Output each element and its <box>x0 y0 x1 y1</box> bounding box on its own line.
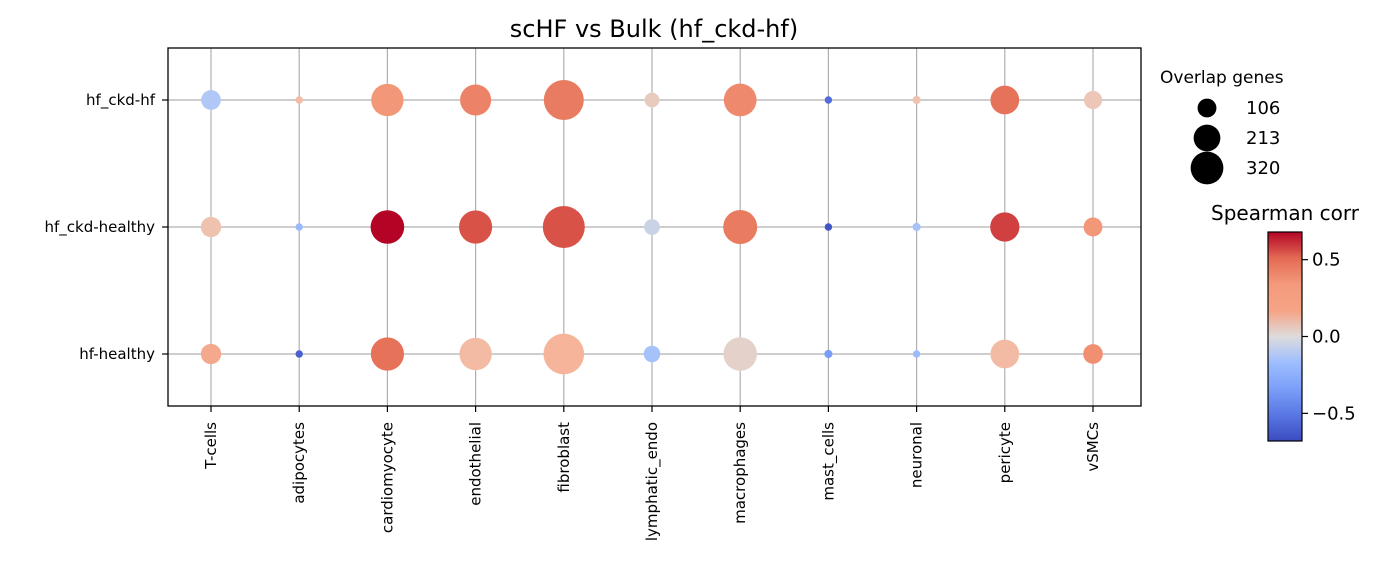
data-point <box>824 349 833 359</box>
data-point <box>200 343 222 365</box>
data-point <box>459 210 493 244</box>
data-point <box>824 223 833 231</box>
x-tick-label: adipocytes <box>290 422 308 504</box>
colorbar-gradient <box>1267 231 1303 442</box>
x-tick-label: lymphatic_endo <box>643 422 662 541</box>
data-point <box>543 333 585 375</box>
y-tick-label: hf_ckd-healthy <box>44 218 155 237</box>
x-tick-label: mast_cells <box>819 422 838 501</box>
data-point <box>370 337 404 371</box>
data-point <box>723 83 757 117</box>
x-tick-label: neuronal <box>908 422 926 488</box>
size-legend-label: 320 <box>1246 158 1280 179</box>
data-point <box>200 216 222 238</box>
data-point <box>723 209 758 245</box>
data-point <box>824 96 833 104</box>
colorbar: Spearman corr 0.5 0.0 −0.5 <box>1211 201 1360 442</box>
data-point <box>990 85 1020 115</box>
data-point <box>542 206 585 248</box>
chart-title: scHF vs Bulk (hf_ckd-hf) <box>510 15 798 43</box>
data-points <box>200 80 1103 375</box>
colorbar-tick-label: 0.5 <box>1312 250 1341 271</box>
data-point <box>912 350 921 358</box>
colorbar-tick-label: 0.0 <box>1312 327 1341 348</box>
data-point <box>644 92 660 108</box>
data-point <box>459 337 492 371</box>
size-legend-marker <box>1197 98 1217 118</box>
data-point <box>201 90 221 110</box>
y-axis: hf_ckd-hf hf_ckd-healthy hf-healthy <box>44 91 168 363</box>
x-tick-label: pericyte <box>996 422 1014 483</box>
x-tick-label: macrophages <box>731 422 749 524</box>
data-point <box>723 337 758 371</box>
data-point <box>990 339 1020 369</box>
colorbar-tick-label: −0.5 <box>1312 403 1356 424</box>
data-point <box>912 95 921 105</box>
size-legend-label: 106 <box>1246 98 1280 119</box>
data-point <box>990 212 1020 242</box>
size-legend-marker <box>1193 124 1221 152</box>
x-axis: T-cells adipocytes cardiomyocyte endothelia… <box>202 406 1102 541</box>
y-tick-label: hf-healthy <box>79 345 155 363</box>
size-legend: Overlap genes 106 213 320 <box>1160 68 1284 185</box>
data-point <box>370 210 405 244</box>
y-tick-label: hf_ckd-hf <box>86 91 156 110</box>
colorbar-title: Spearman corr <box>1211 201 1360 225</box>
data-point <box>295 223 303 231</box>
data-point <box>543 80 584 120</box>
data-point <box>644 219 660 235</box>
data-point <box>1083 344 1103 364</box>
data-point <box>912 222 921 232</box>
size-legend-title: Overlap genes <box>1160 68 1284 88</box>
x-tick-label: cardiomyocyte <box>378 422 396 533</box>
x-tick-label: endothelial <box>467 422 485 506</box>
data-point <box>1083 90 1103 110</box>
size-legend-label: 213 <box>1246 128 1280 149</box>
x-tick-label: vSMCs <box>1084 422 1102 472</box>
x-tick-label: T-cells <box>202 422 220 470</box>
data-point <box>643 345 661 363</box>
data-point <box>460 84 492 116</box>
data-point <box>1083 217 1103 237</box>
size-legend-marker <box>1190 151 1224 185</box>
data-point <box>295 350 303 358</box>
x-tick-label: fibroblast <box>555 422 573 493</box>
data-point <box>371 83 404 117</box>
data-point <box>295 96 303 104</box>
